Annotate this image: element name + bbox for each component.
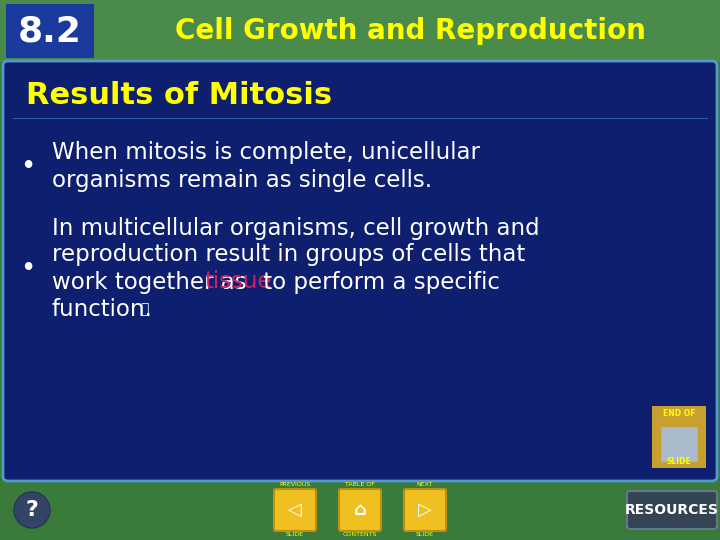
Text: SLIDE: SLIDE [667, 457, 691, 467]
Text: ?: ? [26, 500, 38, 520]
Text: NEXT: NEXT [417, 483, 433, 488]
Text: to perform a specific: to perform a specific [256, 271, 500, 294]
Text: When mitosis is complete, unicellular: When mitosis is complete, unicellular [52, 141, 480, 165]
FancyBboxPatch shape [0, 0, 720, 62]
Text: work together as: work together as [52, 271, 254, 294]
FancyBboxPatch shape [3, 61, 717, 481]
Text: SLIDE: SLIDE [286, 532, 304, 537]
Text: In multicellular organisms, cell growth and: In multicellular organisms, cell growth … [52, 217, 539, 240]
Ellipse shape [15, 493, 49, 527]
Text: Results of Mitosis: Results of Mitosis [26, 82, 332, 111]
Text: ▷: ▷ [418, 501, 432, 519]
FancyBboxPatch shape [404, 489, 446, 531]
Text: tissue: tissue [204, 271, 271, 294]
Text: RESOURCES: RESOURCES [625, 503, 719, 517]
Text: END OF: END OF [662, 409, 696, 418]
Text: ⌂: ⌂ [354, 501, 366, 519]
Text: organisms remain as single cells.: organisms remain as single cells. [52, 168, 432, 192]
Text: PREVIOUS: PREVIOUS [279, 483, 310, 488]
Text: •: • [20, 153, 35, 179]
Text: function.: function. [52, 298, 153, 321]
Text: 🔈: 🔈 [140, 302, 148, 316]
FancyBboxPatch shape [6, 4, 94, 58]
FancyBboxPatch shape [0, 480, 720, 540]
FancyBboxPatch shape [660, 426, 698, 462]
Text: 8.2: 8.2 [18, 14, 82, 48]
FancyBboxPatch shape [274, 489, 316, 531]
Text: TABLE OF: TABLE OF [345, 483, 375, 488]
Circle shape [14, 492, 50, 528]
FancyBboxPatch shape [627, 491, 717, 529]
Text: •: • [20, 255, 35, 281]
FancyBboxPatch shape [339, 489, 381, 531]
Text: SLIDE: SLIDE [416, 532, 434, 537]
FancyBboxPatch shape [652, 406, 706, 468]
Text: ◁: ◁ [288, 501, 302, 519]
Text: CONTENTS: CONTENTS [343, 532, 377, 537]
Text: Cell Growth and Reproduction: Cell Growth and Reproduction [174, 17, 645, 45]
Text: reproduction result in groups of cells that: reproduction result in groups of cells t… [52, 244, 526, 267]
